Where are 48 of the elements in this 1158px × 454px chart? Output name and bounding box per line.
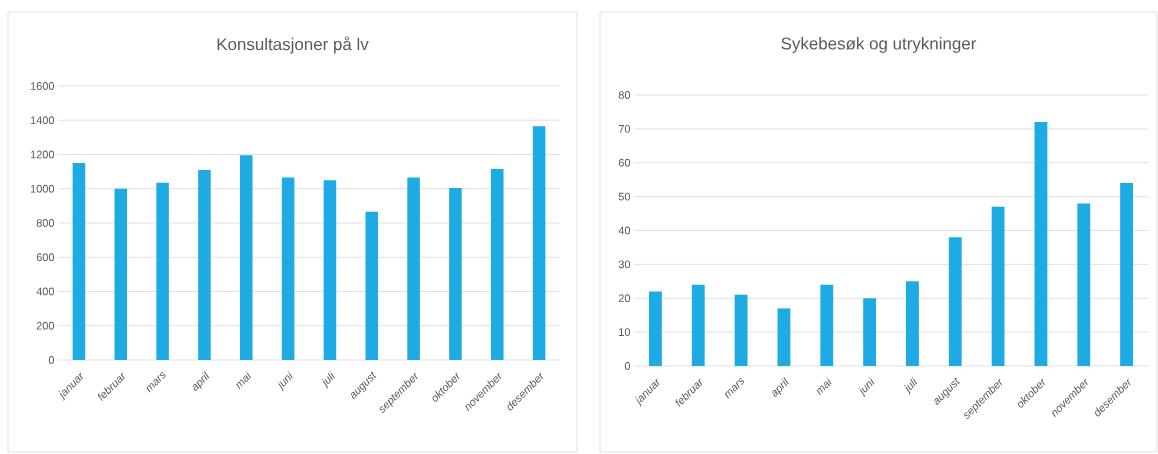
bar: [156, 182, 169, 360]
bar: [365, 211, 379, 360]
x-tick-label: juli: [321, 371, 335, 389]
bar: [991, 206, 1005, 366]
bar: [490, 169, 504, 360]
y-tick-label: 800: [36, 219, 55, 227]
y-tick-label: 600: [36, 253, 55, 262]
y-tick-label: 400: [36, 287, 55, 296]
bar: [691, 284, 705, 366]
bar: [820, 284, 834, 366]
y-tick-label: 1200: [30, 150, 55, 159]
bar: [777, 308, 791, 366]
y-tick-label: 0: [48, 356, 55, 364]
bar: [114, 188, 128, 360]
y-tick-label: 40: [618, 226, 631, 235]
bar: [323, 180, 337, 360]
bar: [407, 177, 420, 360]
bar: [532, 126, 546, 360]
bar: [863, 298, 877, 366]
y-tick-label: 1400: [30, 116, 55, 125]
bar: [1077, 203, 1091, 366]
bar: [281, 177, 295, 360]
x-tick-label: mai: [816, 377, 832, 396]
y-tick-label: 70: [618, 125, 631, 133]
y-tick-label: 1600: [30, 82, 55, 90]
bar: [1120, 183, 1134, 366]
bar: [449, 187, 462, 360]
y-tick-label: 60: [618, 158, 631, 167]
y-tick-label: 0: [624, 362, 631, 370]
bar: [649, 291, 662, 366]
chart-title: Sykebesøk og utrykninger: [781, 37, 977, 53]
bar: [948, 237, 962, 366]
y-tick-label: 80: [618, 91, 631, 99]
bar: [198, 169, 211, 360]
y-tick-label: 50: [618, 192, 631, 201]
y-tick-label: 20: [618, 294, 631, 303]
x-tick-label: mai: [236, 371, 251, 390]
y-tick-label: 30: [618, 260, 631, 269]
bar: [734, 294, 748, 366]
chart-title: Konsultasjoner på lv: [217, 36, 369, 54]
x-tick-label: juli: [904, 377, 918, 395]
bar: [1034, 122, 1048, 366]
y-tick-label: 1000: [30, 184, 55, 193]
y-tick-label: 10: [619, 328, 631, 336]
bar: [239, 155, 253, 360]
bar: [72, 163, 86, 360]
bar: [906, 281, 919, 366]
y-tick-label: 200: [36, 321, 55, 330]
